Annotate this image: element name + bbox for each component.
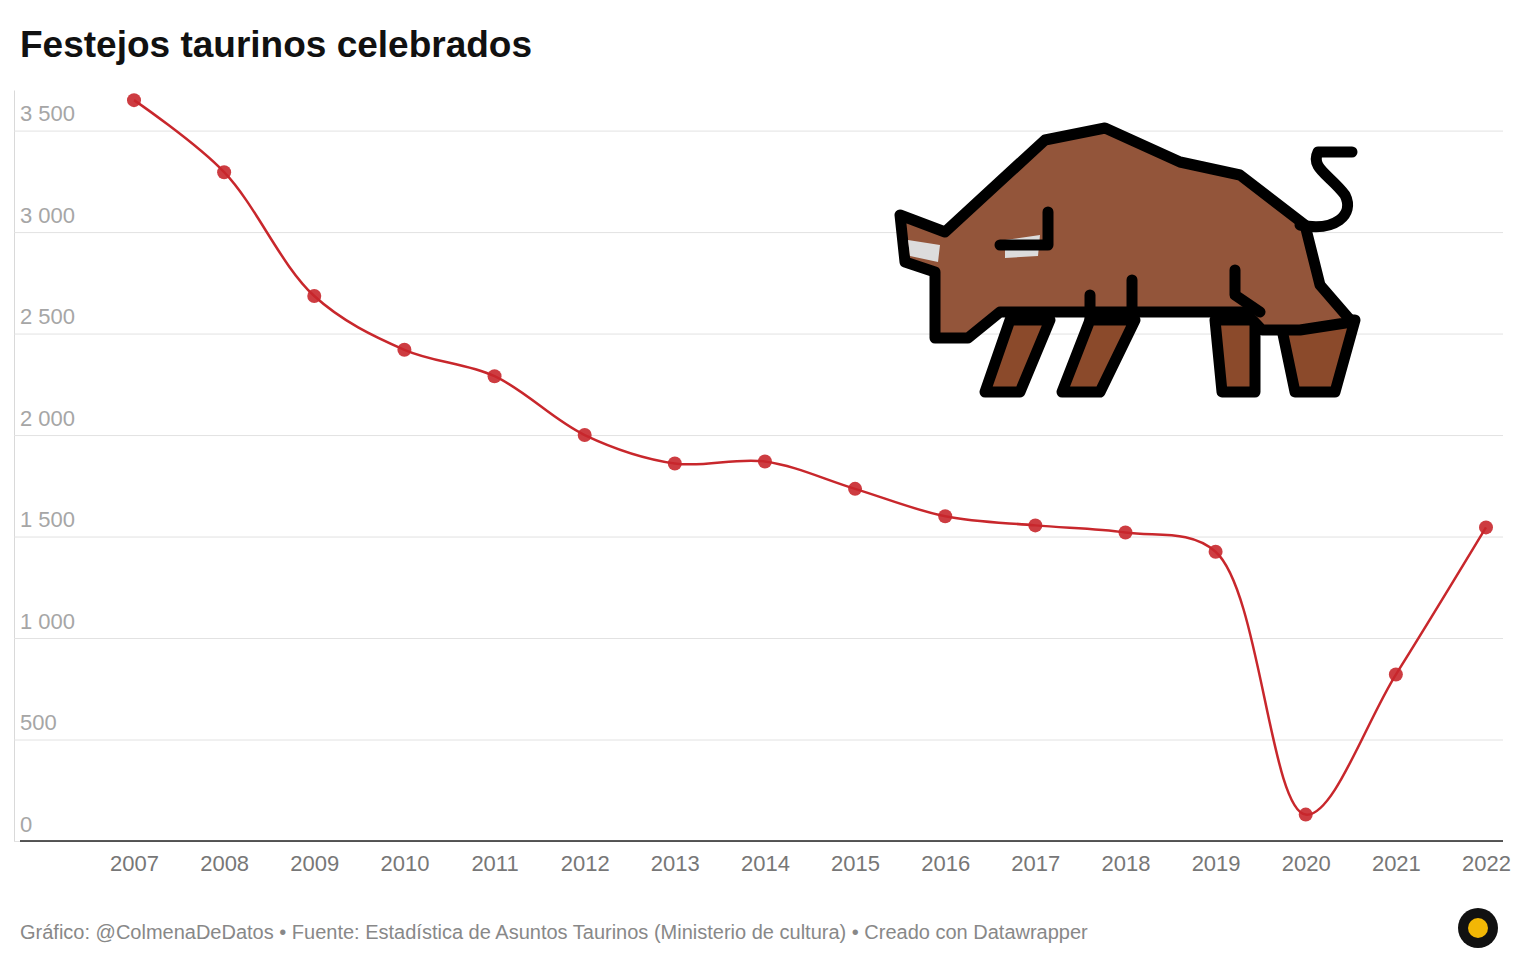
x-tick-label: 2010 [380,851,429,876]
x-tick: 2014 [741,841,790,876]
y-tick-label: 1 000 [20,609,75,634]
y-tick-label: 2 500 [20,304,75,329]
y-tick: 3 500 [14,101,1503,131]
x-tick-label: 2019 [1192,851,1241,876]
point [127,93,141,107]
grid-line [14,740,1503,741]
x-tick: 2022 [1462,841,1511,876]
source: Gráfico: @ColmenaDeDatos • Fuente: Estad… [20,921,1088,943]
title: Festejos taurinos celebrados [20,24,532,65]
x-tick-label: 2017 [1011,851,1060,876]
y-tick-label: 500 [20,710,57,735]
y-tick-label: 3 500 [20,101,75,126]
x-tick: 2017 [1011,841,1060,876]
logo [1458,908,1498,948]
y-tick: 2 000 [14,406,1503,436]
point [668,456,682,470]
point [217,165,231,179]
x-tick: 2010 [380,841,429,876]
x-tick: 2015 [831,841,880,876]
bull-detail [1000,212,1260,320]
x-tick-label: 2022 [1462,851,1511,876]
y-tick-label: 3 000 [20,203,75,228]
x-tick-label: 2012 [561,851,610,876]
x-tick-label: 2020 [1282,851,1331,876]
x-tick: 2018 [1101,841,1150,876]
y-axis: 0 500 1 000 1 500 2 000 2 500 3 000 3 500 [14,91,1503,842]
grid-line [14,638,1503,639]
logo-circle [1458,908,1498,948]
point [938,509,952,523]
x-tick: 2016 [921,841,970,876]
point [848,482,862,496]
point [1028,518,1042,532]
x-tick: 2012 [561,841,610,876]
point [1118,525,1132,539]
x-tick-label: 2009 [290,851,339,876]
point [488,369,502,383]
point [758,454,772,468]
y-tick: 500 [14,710,1503,740]
point [1209,545,1223,559]
y-tick: 1 000 [14,609,1503,639]
x-tick-label: 2013 [651,851,700,876]
x-tick: 2020 [1282,841,1331,876]
bull-tail [1300,152,1352,227]
grid-line [14,537,1503,538]
x-tick-label: 2008 [200,851,249,876]
logo-center [1468,918,1488,938]
y-tick: 1 500 [14,507,1503,537]
x-tick-label: 2007 [110,851,159,876]
y-tick-label: 0 [20,812,32,837]
bull-icon [900,128,1355,392]
x-tick: 2021 [1372,841,1421,876]
grid-line [14,435,1503,436]
point [1389,668,1403,682]
x-tick: 2019 [1192,841,1241,876]
x-tick-label: 2016 [921,851,970,876]
x-tick-label: 2014 [741,851,790,876]
bull-body [900,128,1352,338]
x-tick-label: 2018 [1101,851,1150,876]
point [397,343,411,357]
x-tick: 2009 [290,841,339,876]
grid-line [14,131,1503,132]
x-tick: 2007 [110,841,159,876]
y-axis-line [14,91,15,842]
x-tick-label: 2015 [831,851,880,876]
x-axis: 2007 2008 2009 2010 2011 2012 2013 2014 2015 2016… [20,841,1511,876]
chart: Festejos taurinos celebrados 0 500 1 000 1 5… [0,0,1536,964]
x-tick-label: 2021 [1372,851,1421,876]
y-tick-label: 1 500 [20,507,75,532]
point [1299,808,1313,822]
x-tick: 2008 [200,841,249,876]
x-tick: 2013 [651,841,700,876]
x-axis-line [20,840,1503,842]
x-tick-label: 2011 [471,851,518,876]
plot-area [127,93,1493,821]
y-tick: 0 [14,812,1503,842]
x-tick: 2011 [471,841,518,876]
point [1479,520,1493,534]
point [578,428,592,442]
grid-line [14,841,1503,842]
point [307,289,321,303]
line [134,100,1486,815]
y-tick-label: 2 000 [20,406,75,431]
